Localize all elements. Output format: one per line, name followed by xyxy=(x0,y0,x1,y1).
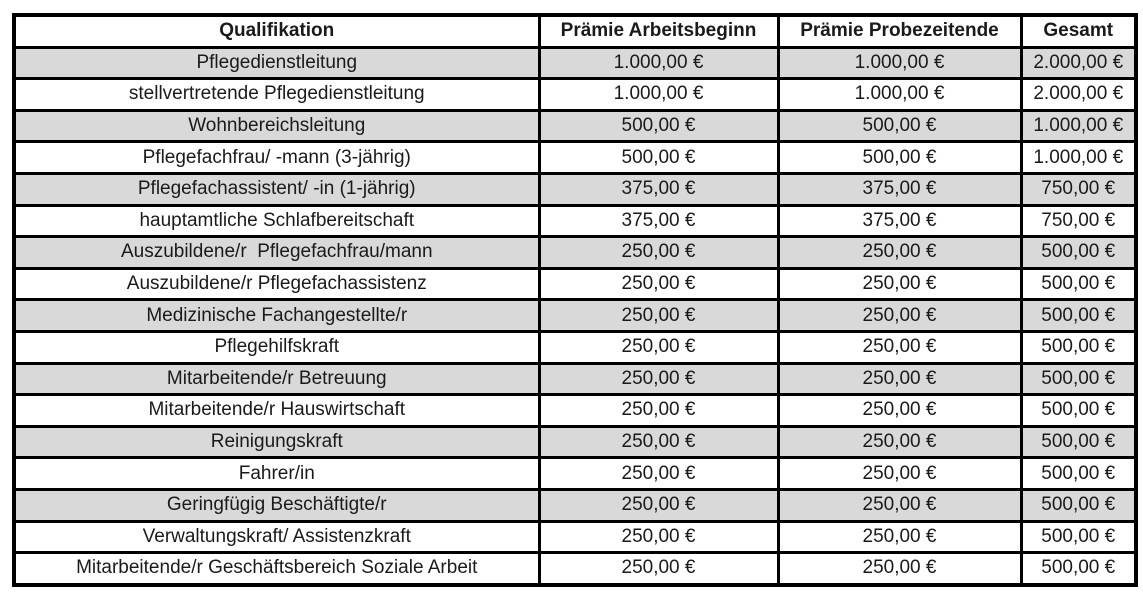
cell-qualifikation: Reinigungskraft xyxy=(12,424,541,460)
table-row: Mitarbeitende/r Betreuung 250,00 €250,00 … xyxy=(12,361,1138,397)
cell-gesamt: 750,00 € xyxy=(1019,203,1138,239)
table-row: Wohnbereichsleitung 500,00 €500,00 €1.000… xyxy=(12,108,1138,144)
cell-praemie-probezeitende: 375,00 € xyxy=(776,203,1023,239)
cell-qualifikation: Auszubildene/r Pflegefachfrau/mann xyxy=(12,235,541,270)
table-row: Geringfügig Beschäftigte/r 250,00 €250,00… xyxy=(12,487,1138,523)
cell-gesamt: 1.000,00 € xyxy=(1019,140,1138,175)
cell-qualifikation: hauptamtliche Schlafbereitschaft xyxy=(12,203,541,239)
cell-gesamt: 500,00 € xyxy=(1019,298,1138,333)
cell-gesamt: 500,00 € xyxy=(1019,361,1138,397)
table-header: Qualifikation Prämie Arbeitsbeginn Prämi… xyxy=(12,13,1138,49)
cell-praemie-probezeitende: 250,00 € xyxy=(776,235,1023,270)
cell-gesamt: 2.000,00 € xyxy=(1019,77,1138,112)
cell-gesamt: 1.000,00 € xyxy=(1019,108,1138,144)
cell-gesamt: 500,00 € xyxy=(1019,393,1138,428)
cell-praemie-probezeitende: 250,00 € xyxy=(776,456,1023,491)
cell-praemie-arbeitsbeginn: 375,00 € xyxy=(537,203,780,239)
cell-praemie-probezeitende: 250,00 € xyxy=(776,298,1023,333)
cell-praemie-probezeitende: 250,00 € xyxy=(776,551,1023,587)
cell-praemie-arbeitsbeginn: 250,00 € xyxy=(537,235,780,270)
cell-qualifikation: Mitarbeitende/r Betreuung xyxy=(12,361,541,397)
column-header-qualifikation: Qualifikation xyxy=(12,13,541,49)
cell-qualifikation: Mitarbeitende/r Geschäftsbereich Soziale… xyxy=(12,551,541,587)
column-header-praemie-arbeitsbeginn: Prämie Arbeitsbeginn xyxy=(537,13,780,49)
cell-praemie-arbeitsbeginn: 1.000,00 € xyxy=(537,45,780,81)
cell-praemie-probezeitende: 250,00 € xyxy=(776,519,1023,555)
cell-praemie-probezeitende: 375,00 € xyxy=(776,171,1023,207)
column-header-gesamt: Gesamt xyxy=(1019,13,1138,49)
cell-qualifikation: Mitarbeitende/r Hauswirtschaft xyxy=(12,393,541,428)
cell-praemie-arbeitsbeginn: 375,00 € xyxy=(537,171,780,207)
table-row: stellvertretende Pflegedienstleitung 1.00… xyxy=(12,77,1138,112)
praemie-table-container: Qualifikation Prämie Arbeitsbeginn Prämi… xyxy=(12,13,1138,587)
cell-gesamt: 750,00 € xyxy=(1019,171,1138,207)
cell-gesamt: 500,00 € xyxy=(1019,551,1138,587)
cell-praemie-arbeitsbeginn: 1.000,00 € xyxy=(537,77,780,112)
table-row: Pflegefachfrau/ -mann (3-jährig) 500,00 €… xyxy=(12,140,1138,175)
cell-praemie-arbeitsbeginn: 250,00 € xyxy=(537,551,780,587)
cell-praemie-arbeitsbeginn: 250,00 € xyxy=(537,456,780,491)
cell-praemie-arbeitsbeginn: 250,00 € xyxy=(537,424,780,460)
cell-qualifikation: Pflegefachfrau/ -mann (3-jährig) xyxy=(12,140,541,175)
cell-praemie-probezeitende: 250,00 € xyxy=(776,361,1023,397)
cell-praemie-arbeitsbeginn: 250,00 € xyxy=(537,298,780,333)
cell-gesamt: 500,00 € xyxy=(1019,456,1138,491)
cell-praemie-arbeitsbeginn: 250,00 € xyxy=(537,329,780,365)
cell-qualifikation: Medizinische Fachangestellte/r xyxy=(12,298,541,333)
cell-praemie-arbeitsbeginn: 250,00 € xyxy=(537,487,780,523)
table-row: Medizinische Fachangestellte/r 250,00 €25… xyxy=(12,298,1138,333)
cell-gesamt: 500,00 € xyxy=(1019,424,1138,460)
cell-praemie-arbeitsbeginn: 500,00 € xyxy=(537,108,780,144)
cell-praemie-probezeitende: 500,00 € xyxy=(776,140,1023,175)
table-row: Fahrer/in 250,00 €250,00 €500,00 € xyxy=(12,456,1138,491)
cell-praemie-arbeitsbeginn: 250,00 € xyxy=(537,266,780,302)
cell-qualifikation: Auszubildene/r Pflegefachassistenz xyxy=(12,266,541,302)
cell-gesamt: 500,00 € xyxy=(1019,329,1138,365)
cell-qualifikation: Pflegehilfskraft xyxy=(12,329,541,365)
table-body: Pflegedienstleitung 1.000,00 €1.000,00 €2… xyxy=(12,45,1138,587)
cell-qualifikation: Pflegefachassistent/ -in (1-jährig) xyxy=(12,171,541,207)
cell-praemie-arbeitsbeginn: 250,00 € xyxy=(537,361,780,397)
cell-qualifikation: Geringfügig Beschäftigte/r xyxy=(12,487,541,523)
column-header-praemie-probezeitende: Prämie Probezeitende xyxy=(776,13,1023,49)
cell-gesamt: 500,00 € xyxy=(1019,487,1138,523)
cell-qualifikation: Pflegedienstleitung xyxy=(12,45,541,81)
cell-praemie-arbeitsbeginn: 500,00 € xyxy=(537,140,780,175)
header-row: Qualifikation Prämie Arbeitsbeginn Prämi… xyxy=(12,13,1138,49)
cell-praemie-probezeitende: 250,00 € xyxy=(776,266,1023,302)
table-row: Pflegehilfskraft 250,00 €250,00 €500,00 € xyxy=(12,329,1138,365)
praemie-table: Qualifikation Prämie Arbeitsbeginn Prämi… xyxy=(12,13,1138,587)
cell-praemie-probezeitende: 500,00 € xyxy=(776,108,1023,144)
table-row: Reinigungskraft 250,00 €250,00 €500,00 € xyxy=(12,424,1138,460)
table-row: Auszubildene/r Pflegefachassistenz 250,00… xyxy=(12,266,1138,302)
cell-praemie-probezeitende: 250,00 € xyxy=(776,393,1023,428)
cell-praemie-probezeitende: 250,00 € xyxy=(776,329,1023,365)
cell-qualifikation: Wohnbereichsleitung xyxy=(12,108,541,144)
table-row: Verwaltungskraft/ Assistenzkraft 250,00 €… xyxy=(12,519,1138,555)
table-row: Pflegefachassistent/ -in (1-jährig) 375,0… xyxy=(12,171,1138,207)
cell-qualifikation: stellvertretende Pflegedienstleitung xyxy=(12,77,541,112)
cell-gesamt: 500,00 € xyxy=(1019,235,1138,270)
cell-gesamt: 2.000,00 € xyxy=(1019,45,1138,81)
cell-praemie-probezeitende: 250,00 € xyxy=(776,487,1023,523)
cell-praemie-arbeitsbeginn: 250,00 € xyxy=(537,393,780,428)
table-row: Mitarbeitende/r Hauswirtschaft 250,00 €25… xyxy=(12,393,1138,428)
cell-qualifikation: Fahrer/in xyxy=(12,456,541,491)
table-row: hauptamtliche Schlafbereitschaft 375,00 €… xyxy=(12,203,1138,239)
cell-praemie-arbeitsbeginn: 250,00 € xyxy=(537,519,780,555)
table-row: Mitarbeitende/r Geschäftsbereich Soziale… xyxy=(12,551,1138,587)
cell-praemie-probezeitende: 1.000,00 € xyxy=(776,77,1023,112)
cell-gesamt: 500,00 € xyxy=(1019,519,1138,555)
cell-qualifikation: Verwaltungskraft/ Assistenzkraft xyxy=(12,519,541,555)
cell-praemie-probezeitende: 1.000,00 € xyxy=(776,45,1023,81)
cell-praemie-probezeitende: 250,00 € xyxy=(776,424,1023,460)
cell-gesamt: 500,00 € xyxy=(1019,266,1138,302)
table-row: Auszubildene/r Pflegefachfrau/mann 250,00… xyxy=(12,235,1138,270)
table-row: Pflegedienstleitung 1.000,00 €1.000,00 €2… xyxy=(12,45,1138,81)
